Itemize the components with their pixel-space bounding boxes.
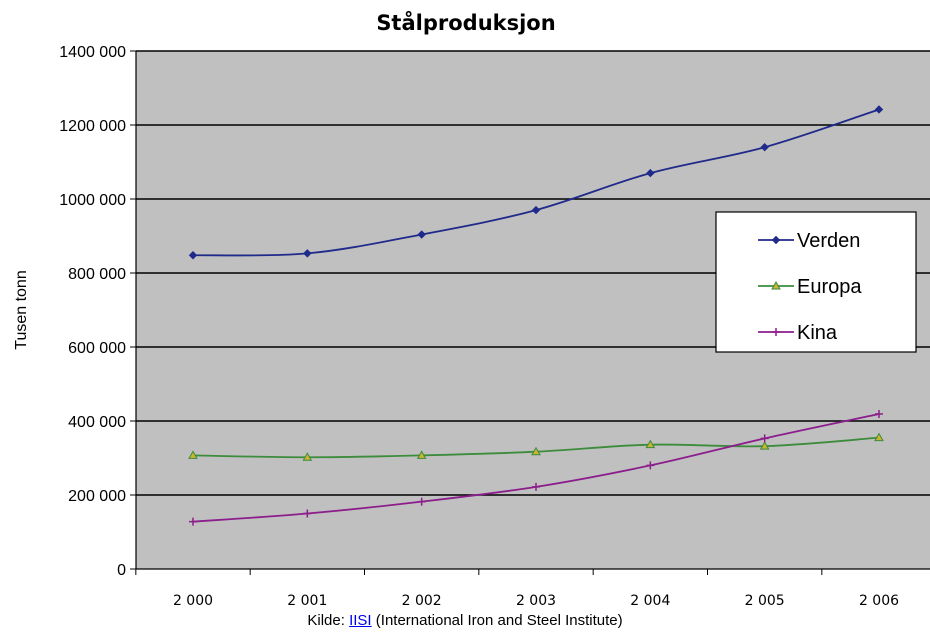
chart-title: Stålproduksjon [376,10,555,35]
x-tick-label: 2 001 [287,593,327,609]
data-point [416,450,427,459]
data-point [760,434,769,443]
y-axis-title: Tusen tonn [13,270,30,349]
data-point [189,517,197,526]
series-europa [188,432,884,461]
data-point [303,509,312,518]
legend-box [715,211,917,353]
series-kina [189,409,883,526]
source-prefix: Kilde: [307,612,350,629]
data-point [771,235,781,245]
data-point [646,168,655,178]
legend-item-europa: Europa [758,276,862,298]
legend-item-verden: Verden [758,230,860,252]
axes: 0 200 000 400 000 600 000 800 000 1000 000 120… [59,44,930,609]
y-tick-label: 1000 000 [59,192,126,209]
data-point [303,249,312,258]
legend: Verden Europa Kina [715,211,917,353]
legend-label: Europa [797,276,862,298]
data-point [759,441,770,450]
data-point [646,461,655,470]
y-tick-label: 800 000 [68,266,126,283]
data-point [417,497,426,506]
data-point [645,439,656,449]
data-point [532,482,540,491]
x-tick-label: 2 005 [745,593,785,609]
source-caption: Kilde: IISI (International Iron and Stee… [0,612,930,629]
y-tick-label: 0 [117,562,126,579]
data-point [188,450,198,459]
series-layer [188,105,884,526]
y-tick-label: 200 000 [68,488,126,505]
data-point [874,432,884,442]
data-point [531,205,541,215]
legend-item-kina: Kina [758,322,838,344]
data-point [772,328,780,336]
y-tick-label: 1400 000 [59,44,126,61]
data-point [874,105,884,114]
y-tick-label: 400 000 [68,414,126,431]
source-suffix: (International Iron and Steel Institute) [371,612,623,629]
x-tick-label: 2 002 [402,593,442,609]
data-point [188,251,198,260]
x-tick-label: 2 004 [630,593,670,609]
x-tick-label: 2 006 [859,593,899,609]
y-tick-label: 600 000 [68,340,126,357]
legend-label: Verden [797,230,860,252]
x-tick-label: 2 000 [173,593,213,609]
x-tick-label: 2 003 [516,593,556,609]
series-verden [188,105,884,260]
gridlines [136,50,930,496]
data-point [760,142,769,152]
source-link[interactable]: IISI [349,612,372,629]
data-point [417,230,426,239]
data-point [771,280,781,290]
data-point [302,452,313,461]
data-point [875,409,883,418]
y-tick-label: 1200 000 [59,118,126,135]
legend-label: Kina [797,322,838,344]
data-point [531,446,541,456]
